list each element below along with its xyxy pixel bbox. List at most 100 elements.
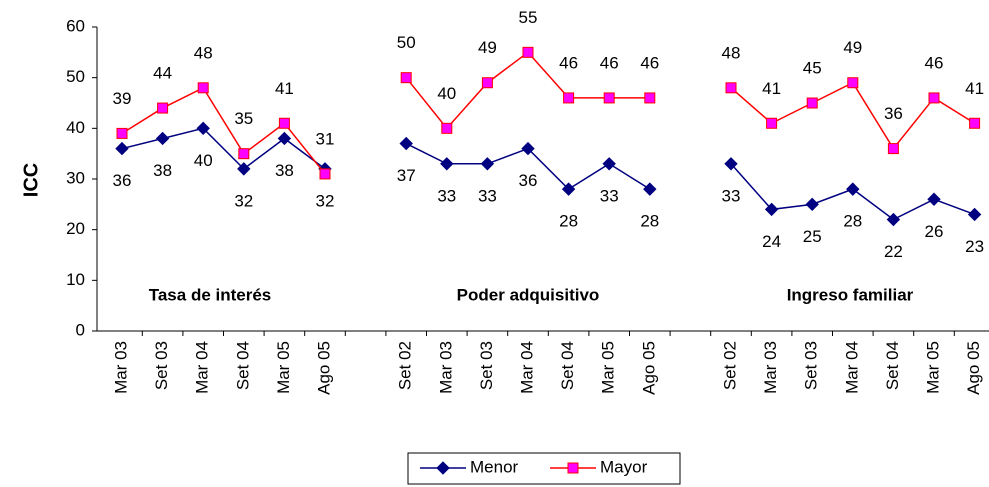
y-tick-label: 30	[66, 168, 85, 187]
data-point	[115, 141, 129, 156]
data-label: 50	[397, 33, 416, 52]
data-point	[847, 77, 859, 89]
data-label: 46	[600, 53, 619, 72]
data-point	[846, 182, 860, 196]
data-label: 45	[803, 58, 822, 77]
data-point	[521, 141, 535, 156]
data-point	[116, 127, 128, 139]
data-label: 28	[640, 212, 659, 231]
x-tick-label: Ago 05	[639, 341, 658, 395]
x-tick-label: Mar 05	[274, 341, 293, 394]
data-point	[561, 182, 576, 196]
data-label: 48	[722, 43, 741, 62]
data-label: 46	[559, 53, 578, 72]
x-tick-label: Set 02	[720, 341, 739, 390]
data-label: 28	[559, 212, 578, 231]
data-label: 33	[478, 186, 497, 205]
y-tick-label: 60	[66, 16, 85, 35]
data-label: 25	[803, 227, 822, 246]
x-tick-label: Mar 03	[436, 341, 455, 394]
data-point	[563, 92, 575, 104]
data-point	[886, 212, 901, 227]
data-point	[277, 131, 292, 146]
data-label: 35	[234, 109, 253, 128]
data-label: 36	[519, 171, 538, 190]
data-label: 49	[843, 38, 862, 57]
data-label: 46	[925, 53, 944, 72]
data-label: 36	[884, 104, 903, 123]
data-point	[724, 157, 738, 171]
x-tick-label: Set 02	[396, 341, 415, 390]
x-tick-label: Set 04	[883, 341, 902, 390]
data-point	[766, 117, 778, 129]
data-label: 28	[843, 212, 862, 231]
data-label: 40	[437, 84, 456, 103]
data-point	[441, 122, 453, 134]
data-point	[887, 143, 899, 155]
x-tick-label: Set 04	[233, 341, 252, 390]
data-point	[480, 157, 495, 171]
data-point	[319, 168, 331, 180]
legend-label: Mayor	[600, 457, 648, 476]
data-point	[805, 197, 819, 212]
x-tick-label: Ago 05	[964, 341, 983, 395]
data-label: 22	[884, 242, 903, 261]
data-point	[969, 117, 981, 129]
y-tick-label: 0	[76, 320, 85, 339]
data-label: 33	[600, 186, 619, 205]
data-label: 46	[640, 53, 659, 72]
data-point	[644, 92, 656, 104]
data-point	[522, 46, 534, 58]
data-label: 31	[316, 129, 335, 148]
data-point	[603, 92, 615, 104]
y-tick-label: 50	[66, 67, 85, 86]
data-label: 26	[925, 222, 944, 241]
x-tick-label: Mar 03	[761, 341, 780, 394]
x-tick-label: Mar 03	[111, 341, 130, 394]
data-label: 44	[153, 64, 172, 83]
data-point	[806, 97, 818, 109]
data-point	[725, 82, 737, 94]
data-label: 23	[965, 237, 984, 256]
data-label: 39	[113, 89, 132, 108]
x-tick-label: Mar 04	[193, 341, 212, 394]
data-point	[157, 102, 169, 114]
y-tick-label: 40	[66, 118, 85, 137]
x-tick-label: Mar 05	[599, 341, 618, 394]
data-point	[399, 136, 413, 151]
data-label: 36	[113, 171, 132, 190]
data-label: 41	[965, 79, 984, 98]
legend-label: Menor	[470, 457, 519, 476]
x-tick-label: Set 04	[558, 341, 577, 390]
x-tick-label: Ago 05	[314, 341, 333, 395]
data-point	[602, 157, 616, 171]
data-label: 40	[194, 151, 213, 170]
data-label: 33	[437, 186, 456, 205]
data-label: 49	[478, 38, 497, 57]
data-label: 41	[762, 79, 781, 98]
data-point	[967, 207, 982, 222]
data-point	[237, 162, 251, 176]
data-point	[928, 92, 940, 104]
data-point	[196, 121, 210, 136]
data-label: 32	[316, 191, 335, 210]
group-label: Poder adquisitivo	[457, 285, 600, 304]
data-point	[927, 192, 941, 206]
data-label: 32	[234, 191, 253, 210]
data-label: 41	[275, 79, 294, 98]
data-label: 33	[722, 186, 741, 205]
x-tick-label: Set 03	[477, 341, 496, 390]
data-label: 38	[153, 161, 172, 180]
legend-marker	[567, 462, 579, 474]
data-label: 38	[275, 161, 294, 180]
y-tick-label: 20	[66, 219, 85, 238]
x-tick-label: Mar 04	[517, 341, 536, 394]
data-point	[440, 157, 454, 171]
data-label: 55	[519, 8, 538, 27]
group-label: Ingreso familiar	[787, 285, 914, 304]
data-label: 48	[194, 43, 213, 62]
data-point	[197, 82, 209, 94]
x-tick-label: Mar 04	[842, 341, 861, 394]
data-point	[643, 182, 657, 196]
